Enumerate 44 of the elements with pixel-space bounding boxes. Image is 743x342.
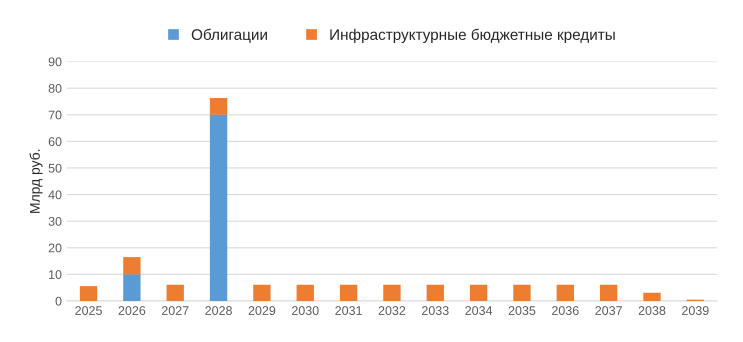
x-tick-label: 2036 [552,306,579,316]
y-tick-label: 70 [48,110,62,120]
bar [470,284,488,301]
y-tick-label: 60 [48,137,62,146]
x-tick-label: 2028 [205,306,232,316]
y-tick-label: 10 [49,270,62,280]
bar [253,284,271,301]
x-tick-label: 2029 [248,306,276,316]
x-tick-label: 2030 [292,306,319,316]
bar [210,114,228,301]
y-axis-title: Млрд руб. [29,150,43,213]
bar [296,284,314,301]
y-tick-label: 80 [48,84,62,93]
x-tick-label: 2035 [508,306,536,316]
bar [643,292,661,301]
x-tick-label: 2034 [465,306,492,316]
y-tick-label: 90 [48,57,62,66]
bar [340,284,358,301]
bar [80,286,98,301]
x-tick-label: 2031 [335,306,362,316]
x-tick-label: 2038 [638,306,666,316]
bar [123,257,141,274]
x-tick-label: 2032 [378,306,406,316]
x-tick-label: 2039 [682,306,709,316]
x-tick-label: 2025 [75,306,102,316]
y-tick-label: 50 [48,164,62,173]
bar [556,284,574,301]
x-tick-label: 2033 [422,306,449,316]
y-tick-label: 20 [48,244,62,252]
bar [166,284,184,301]
bar [600,284,618,301]
y-tick-label: 0 [56,296,62,306]
legend-label: Инфраструктурные бюджетные кредиты [330,28,615,44]
legend-label: Облигации [192,28,267,43]
y-tick-label: 30 [48,216,62,226]
bar [513,284,531,301]
x-tick-label: 2037 [595,306,622,316]
x-tick-label: 2027 [162,306,188,316]
bar [123,274,141,301]
x-tick-label: 2026 [118,306,146,316]
bar [210,98,228,115]
bar [426,284,444,301]
bar [383,284,401,301]
y-tick-label: 40 [48,190,62,200]
